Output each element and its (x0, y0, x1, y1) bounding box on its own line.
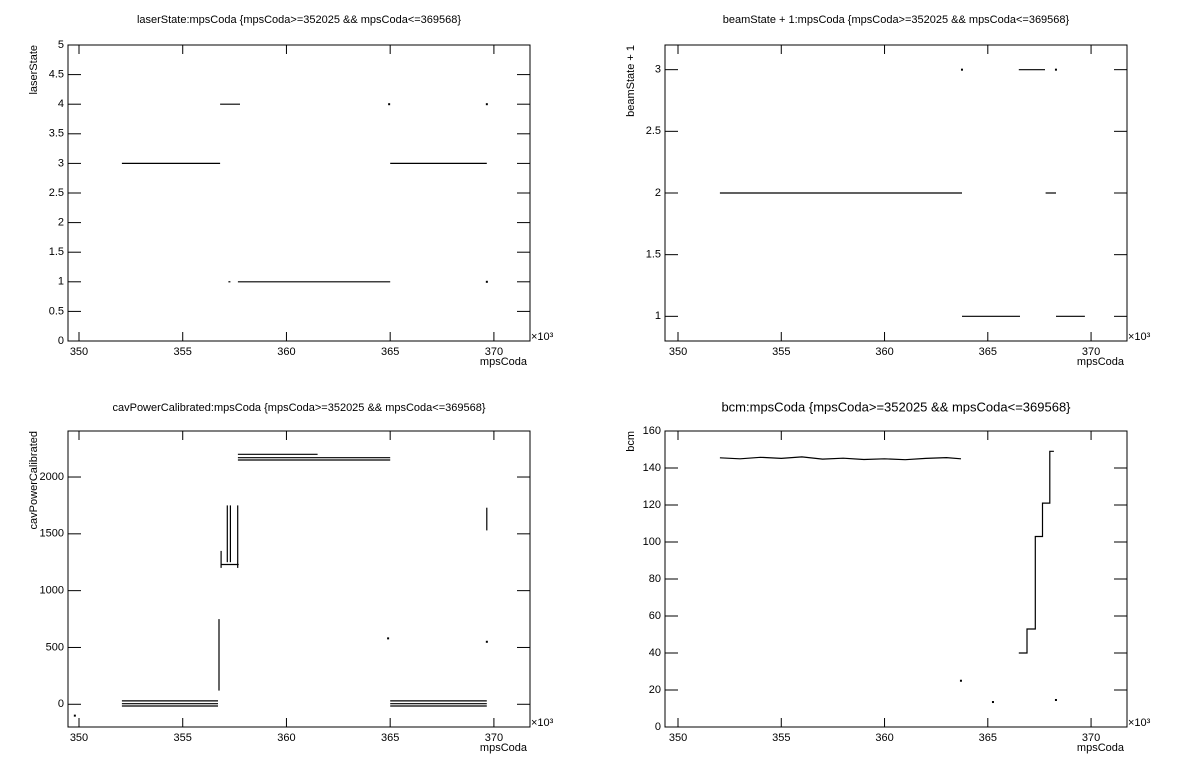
frame (664, 430, 1128, 728)
y-tick-label: 2 (655, 187, 661, 199)
y-tick-label: 2.5 (49, 187, 64, 199)
y-tick-label: 60 (649, 610, 661, 622)
point (387, 637, 390, 640)
x-axis-label: mpsCoda (1077, 742, 1125, 754)
y-tick-label: 0 (58, 698, 64, 710)
y-tick-label: 1.5 (49, 246, 64, 258)
y-tick-label: 3.5 (49, 128, 64, 140)
y-tick-label: 500 (46, 641, 64, 653)
chart-title: bcm:mpsCoda {mpsCoda>=352025 && mpsCoda<… (721, 399, 1071, 414)
point (485, 640, 488, 643)
y-tick-label: 0 (58, 335, 64, 347)
y-tick-label: 2.5 (646, 125, 661, 137)
point (959, 679, 962, 682)
panel: cavPowerCalibrated:mpsCoda {mpsCoda>=352… (28, 402, 554, 754)
y-tick-label: 1000 (40, 585, 64, 597)
x-axis-label: mpsCoda (1077, 356, 1125, 368)
x-tick-label: 360 (875, 732, 893, 744)
y-axis-label: laserState (28, 45, 40, 95)
y-tick-label: 1500 (40, 528, 64, 540)
x-tick-label: 365 (979, 732, 997, 744)
y-tick-label: 3 (58, 157, 64, 169)
y-tick-label: 4 (58, 98, 64, 110)
y-axis-label: beamState + 1 (625, 45, 637, 117)
x-tick-label: 365 (381, 732, 399, 744)
x-tick-label: 355 (772, 346, 790, 358)
y-tick-label: 40 (649, 647, 661, 659)
y-tick-label: 100 (643, 536, 661, 548)
y-tick-label: 4.5 (49, 69, 64, 81)
frame (67, 430, 531, 728)
x-tick-label: 370 (1082, 346, 1100, 358)
y-tick-label: 160 (643, 425, 661, 437)
x-tick-label: 370 (1082, 732, 1100, 744)
y-tick-label: 1.5 (646, 249, 661, 261)
x-tick-label: 350 (669, 732, 687, 744)
x-tick-label: 355 (772, 732, 790, 744)
y-tick-label: 3 (655, 64, 661, 76)
y-tick-label: 5 (58, 39, 64, 51)
x-tick-label: 365 (381, 346, 399, 358)
point (1054, 698, 1057, 701)
line-segment (719, 456, 962, 461)
x-axis-label: mpsCoda (480, 742, 528, 754)
panel: beamState + 1:mpsCoda {mpsCoda>=352025 &… (625, 14, 1151, 368)
x-exponent: ×10³ (1128, 717, 1151, 729)
x-exponent: ×10³ (1128, 331, 1151, 343)
panel: laserState:mpsCoda {mpsCoda>=352025 && m… (28, 14, 554, 368)
x-tick-label: 355 (174, 346, 192, 358)
y-tick-label: 2000 (40, 471, 64, 483)
point (73, 714, 76, 717)
point (485, 103, 488, 106)
y-tick-label: 2 (58, 217, 64, 229)
x-tick-label: 350 (70, 732, 88, 744)
x-axis-label: mpsCoda (480, 356, 528, 368)
chart-title: laserState:mpsCoda {mpsCoda>=352025 && m… (137, 14, 461, 26)
x-tick-label: 350 (669, 346, 687, 358)
y-tick-label: 1 (655, 310, 661, 322)
point (485, 280, 488, 283)
y-tick-label: 20 (649, 684, 661, 696)
x-tick-label: 350 (70, 346, 88, 358)
chart-title: beamState + 1:mpsCoda {mpsCoda>=352025 &… (723, 14, 1070, 26)
x-tick-label: 370 (485, 732, 503, 744)
x-tick-label: 360 (277, 346, 295, 358)
x-exponent: ×10³ (531, 331, 554, 343)
y-tick-label: 0.5 (49, 305, 64, 317)
y-tick-label: 140 (643, 462, 661, 474)
x-tick-label: 360 (875, 346, 893, 358)
y-tick-label: 0 (655, 721, 661, 733)
y-tick-label: 120 (643, 499, 661, 511)
panel: bcm:mpsCoda {mpsCoda>=352025 && mpsCoda<… (625, 399, 1151, 753)
x-tick-label: 365 (979, 346, 997, 358)
y-tick-label: 80 (649, 573, 661, 585)
x-tick-label: 355 (174, 732, 192, 744)
point (991, 701, 994, 704)
y-axis-label: bcm (625, 431, 637, 452)
point (1054, 68, 1057, 71)
x-tick-label: 370 (485, 346, 503, 358)
y-axis-label: cavPowerCalibrated (28, 431, 40, 529)
y-tick-label: 1 (58, 276, 64, 288)
point (960, 68, 963, 71)
x-tick-label: 360 (277, 732, 295, 744)
point (388, 103, 391, 106)
x-exponent: ×10³ (531, 717, 554, 729)
line-segment (1018, 450, 1054, 654)
chart-title: cavPowerCalibrated:mpsCoda {mpsCoda>=352… (112, 402, 485, 414)
frame (67, 44, 531, 342)
